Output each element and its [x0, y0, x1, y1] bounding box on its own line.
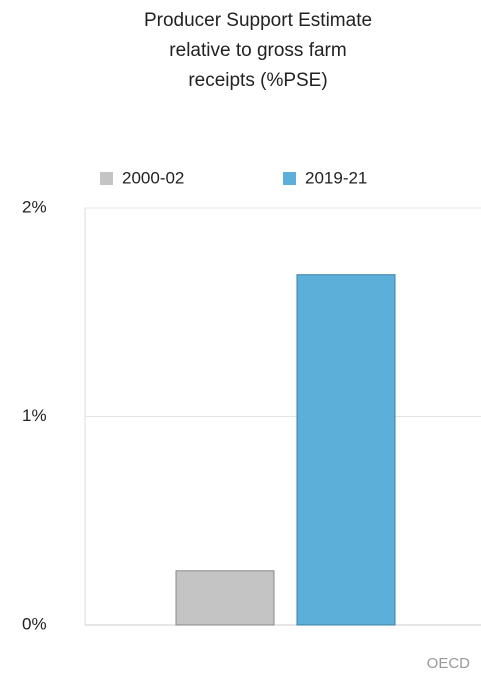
y-tick-label: 2%: [22, 197, 47, 216]
source: OECD: [427, 655, 471, 672]
legend-swatch: [100, 172, 113, 185]
legend-label: 2000-02: [122, 168, 184, 187]
chart-title: Producer Support Estimate relative to gr…: [143, 10, 373, 91]
y-tick-label: 1%: [22, 406, 47, 425]
legend-label: 2019-21: [305, 168, 367, 187]
legend-swatch: [283, 172, 296, 185]
bar: [296, 274, 396, 626]
bar: [175, 570, 275, 626]
y-tick-label: 0%: [22, 614, 47, 633]
